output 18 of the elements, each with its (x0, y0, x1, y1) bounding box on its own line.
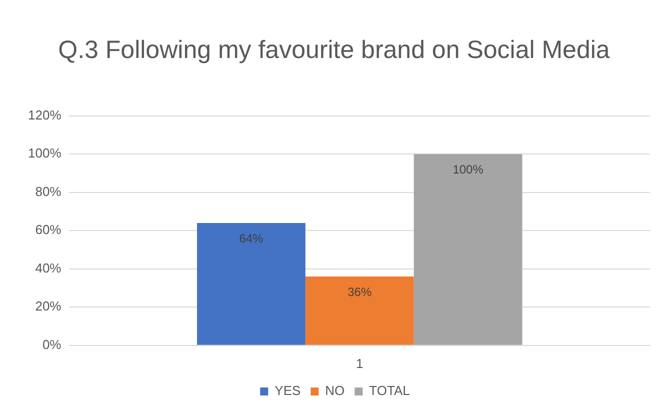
bar (414, 154, 522, 345)
legend-label: TOTAL (369, 383, 410, 398)
bar (305, 276, 414, 345)
chart-title: Q.3 Following my favourite brand on Social Media (57, 35, 611, 66)
y-tick-label: 80% (35, 184, 62, 199)
data-label: 36% (348, 284, 372, 299)
legend-label: YES (274, 383, 301, 398)
y-tick-label: 40% (35, 260, 62, 276)
bar (197, 222, 306, 345)
y-tick-label: 0% (42, 336, 62, 352)
y-tick-label: 100% (28, 146, 62, 161)
y-tick-label: 20% (35, 298, 62, 314)
y-tick-label: 120% (28, 107, 62, 122)
legend-label: NO (325, 383, 345, 398)
x-tick-label: 1 (356, 356, 364, 371)
y-tick-label: 60% (35, 222, 62, 238)
data-label: 100% (452, 162, 484, 176)
data-label: 64% (239, 231, 264, 246)
